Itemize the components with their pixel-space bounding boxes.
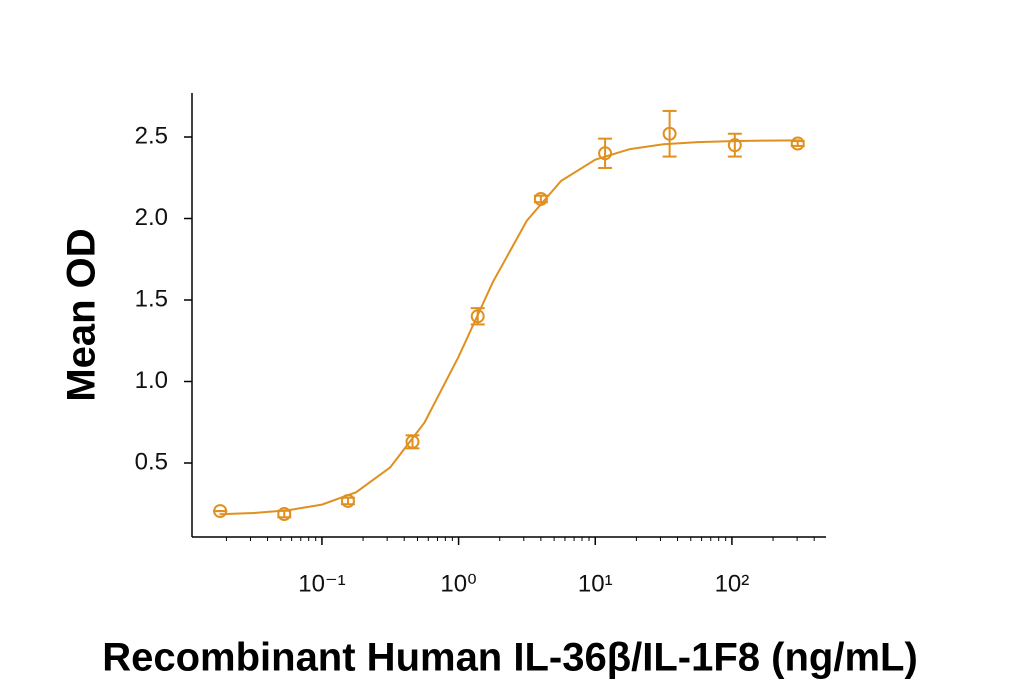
data-point xyxy=(213,504,228,519)
x-axis-title: Recombinant Human IL-36β/IL-1F8 (ng/mL) xyxy=(102,636,918,680)
data-point xyxy=(533,191,548,206)
y-tick-label: 2.0 xyxy=(135,204,168,231)
y-tick-label: 0.5 xyxy=(135,448,168,475)
error-bar xyxy=(598,137,613,169)
fit-curve xyxy=(219,139,801,516)
error-bar xyxy=(662,109,677,158)
data-point xyxy=(790,136,805,151)
x-tick-label: 10⁻¹ xyxy=(298,570,345,597)
x-tick-label: 10⁰ xyxy=(440,570,476,597)
data-point xyxy=(598,146,613,161)
data-point xyxy=(405,434,420,449)
data-point xyxy=(727,138,742,153)
y-tick-label: 2.5 xyxy=(135,122,168,149)
error-bar xyxy=(727,132,742,158)
data-point xyxy=(470,309,485,324)
x-tick-label: 10² xyxy=(715,570,750,597)
x-tick-label: 10¹ xyxy=(578,570,613,597)
data-point xyxy=(662,126,677,141)
y-axis-title: Mean OD xyxy=(60,228,104,401)
y-tick-label: 1.0 xyxy=(135,367,168,394)
data-point xyxy=(277,507,292,522)
data-point xyxy=(340,493,355,508)
y-tick-label: 1.5 xyxy=(135,285,168,312)
